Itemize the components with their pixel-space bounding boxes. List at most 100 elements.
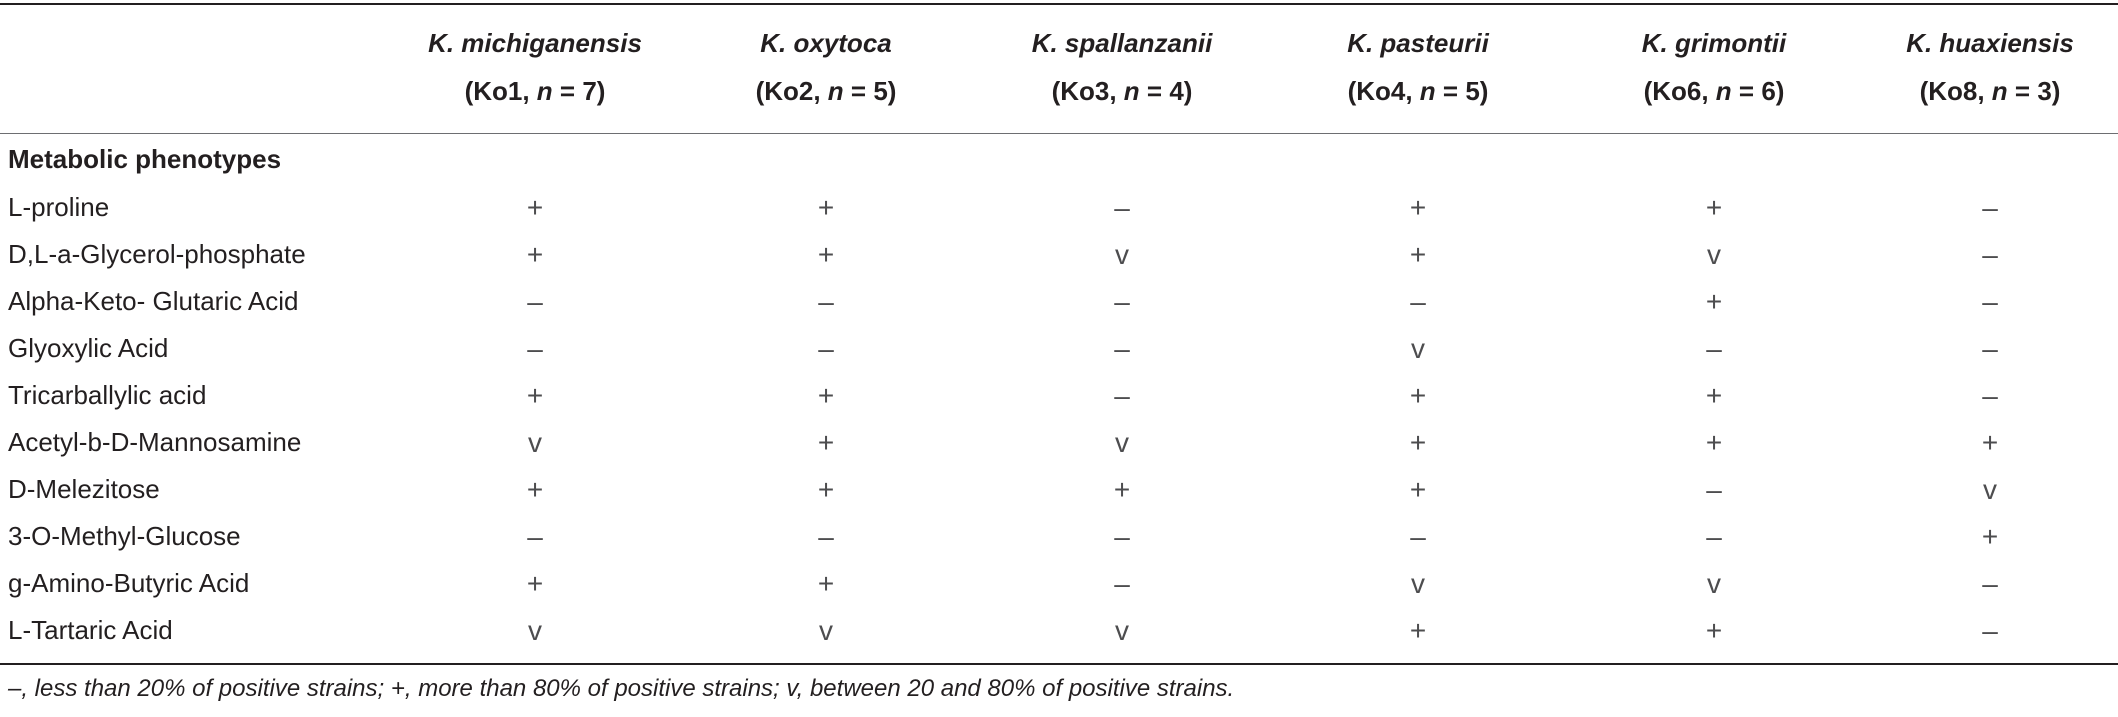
phenotype-cell: +	[1705, 379, 1723, 411]
phenotype-cell: –	[1114, 520, 1130, 552]
strain-info: (Ko1, n = 7)	[392, 67, 678, 115]
phenotype-cell: +	[817, 473, 835, 505]
phenotype-cell: +	[1409, 473, 1427, 505]
phenotype-cell: +	[1409, 191, 1427, 223]
phenotype-cell: –	[818, 520, 834, 552]
bottom-rule	[0, 663, 2118, 665]
row-label: L-proline	[8, 192, 110, 222]
species-name: K. huaxiensis	[1906, 28, 2074, 58]
sample-size-value: = 7)	[552, 76, 606, 106]
phenotype-cell: +	[526, 473, 544, 505]
strain-info: (Ko2, n = 5)	[678, 67, 974, 115]
column-header: K. pasteurii (Ko4, n = 5)	[1270, 0, 1566, 134]
sample-size-symbol: n	[1991, 76, 2008, 106]
column-header: K. huaxiensis (Ko8, n = 3)	[1862, 0, 2118, 134]
strain-info: (Ko3, n = 4)	[974, 67, 1270, 115]
table-row: L-proline + + – + + –	[0, 184, 2118, 231]
column-header: K. michiganensis (Ko1, n = 7)	[392, 0, 678, 134]
species-name: K. grimontii	[1641, 28, 1787, 58]
row-label: Alpha-Keto- Glutaric Acid	[8, 286, 299, 316]
column-header: K. grimontii (Ko6, n = 6)	[1566, 0, 1862, 134]
strain-prefix: (Ko8,	[1919, 76, 1992, 106]
header-row: K. michiganensis (Ko1, n = 7) K. oxytoca (K…	[0, 0, 2118, 134]
phenotype-cell: +	[1409, 238, 1427, 270]
table-row: D,L-a-Glycerol-phosphate + + v + v –	[0, 231, 2118, 278]
table-row: Acetyl-b-D-Mannosamine v + v + + +	[0, 419, 2118, 466]
phenotype-cell: –	[1114, 191, 1130, 223]
sample-size-symbol: n	[1715, 76, 1732, 106]
species-name: K. michiganensis	[428, 28, 642, 58]
phenotype-cell: +	[817, 191, 835, 223]
phenotype-cell: v	[528, 426, 542, 458]
strain-info: (Ko8, n = 3)	[1862, 67, 2118, 115]
table-footnote: –, less than 20% of positive strains; +,…	[8, 675, 1235, 702]
sample-size-value: = 5)	[843, 76, 897, 106]
phenotype-cell: +	[1409, 426, 1427, 458]
strain-prefix: (Ko6,	[1643, 76, 1716, 106]
phenotype-cell: –	[1114, 332, 1130, 364]
table-row: 3-O-Methyl-Glucose – – – – – +	[0, 513, 2118, 560]
phenotype-cell: –	[1114, 567, 1130, 599]
phenotype-cell: –	[1982, 567, 1998, 599]
row-label: 3-O-Methyl-Glucose	[8, 521, 241, 551]
sample-size-value: = 5)	[1435, 76, 1489, 106]
phenotype-cell: +	[1705, 285, 1723, 317]
phenotype-cell: –	[818, 332, 834, 364]
phenotype-cell: +	[526, 238, 544, 270]
phenotype-cell: –	[1982, 614, 1998, 646]
row-label: D,L-a-Glycerol-phosphate	[8, 239, 306, 269]
strain-info: (Ko4, n = 5)	[1270, 67, 1566, 115]
row-label: Acetyl-b-D-Mannosamine	[8, 427, 302, 457]
sample-size-value: = 6)	[1731, 76, 1785, 106]
table-row: Tricarballylic acid + + – + + –	[0, 372, 2118, 419]
table-row: Alpha-Keto- Glutaric Acid – – – – + –	[0, 278, 2118, 325]
top-rule	[0, 3, 2118, 5]
row-label: Glyoxylic Acid	[8, 333, 169, 363]
phenotype-cell: –	[1410, 285, 1426, 317]
section-row: Metabolic phenotypes	[0, 134, 2118, 184]
phenotype-cell: v	[1115, 238, 1129, 270]
phenotype-cell: –	[1982, 379, 1998, 411]
phenotype-cell: +	[1705, 614, 1723, 646]
sample-size-symbol: n	[536, 76, 553, 106]
row-label: L-Tartaric Acid	[8, 615, 173, 645]
strain-info: (Ko6, n = 6)	[1566, 67, 1862, 115]
phenotype-cell: –	[1982, 332, 1998, 364]
section-title: Metabolic phenotypes	[8, 143, 282, 174]
column-header: K. oxytoca (Ko2, n = 5)	[678, 0, 974, 134]
phenotype-cell: –	[1706, 473, 1722, 505]
table-row: L-Tartaric Acid v v v + + –	[0, 607, 2118, 654]
phenotype-cell: v	[1115, 426, 1129, 458]
phenotype-cell: v	[819, 614, 833, 646]
phenotype-cell: +	[817, 567, 835, 599]
header-rule	[0, 133, 2118, 134]
phenotype-table: K. michiganensis (Ko1, n = 7) K. oxytoca (K…	[0, 0, 2118, 654]
phenotype-cell: +	[1705, 191, 1723, 223]
sample-size-symbol: n	[1419, 76, 1436, 106]
phenotype-cell: +	[1981, 520, 1999, 552]
strain-prefix: (Ko3,	[1051, 76, 1124, 106]
strain-prefix: (Ko1,	[464, 76, 537, 106]
phenotype-cell: –	[1410, 520, 1426, 552]
row-label: D-Melezitose	[8, 474, 160, 504]
phenotype-cell: –	[1982, 238, 1998, 270]
strain-prefix: (Ko2,	[755, 76, 828, 106]
phenotype-cell: +	[1705, 426, 1723, 458]
table-row: g-Amino-Butyric Acid + + – v v –	[0, 560, 2118, 607]
row-label: Tricarballylic acid	[8, 380, 207, 410]
phenotype-cell: +	[1981, 426, 1999, 458]
phenotype-cell: +	[526, 567, 544, 599]
table-row: D-Melezitose + + + + – v	[0, 466, 2118, 513]
phenotype-cell: +	[817, 238, 835, 270]
sample-size-symbol: n	[827, 76, 844, 106]
phenotype-cell: +	[817, 426, 835, 458]
phenotype-cell: v	[1411, 332, 1425, 364]
phenotype-cell: –	[1706, 332, 1722, 364]
phenotype-cell: –	[1982, 285, 1998, 317]
table-row: Glyoxylic Acid – – – v – –	[0, 325, 2118, 372]
phenotype-cell: v	[1411, 567, 1425, 599]
phenotype-cell: +	[1113, 473, 1131, 505]
sample-size-value: = 3)	[2007, 76, 2061, 106]
species-name: K. pasteurii	[1347, 28, 1489, 58]
